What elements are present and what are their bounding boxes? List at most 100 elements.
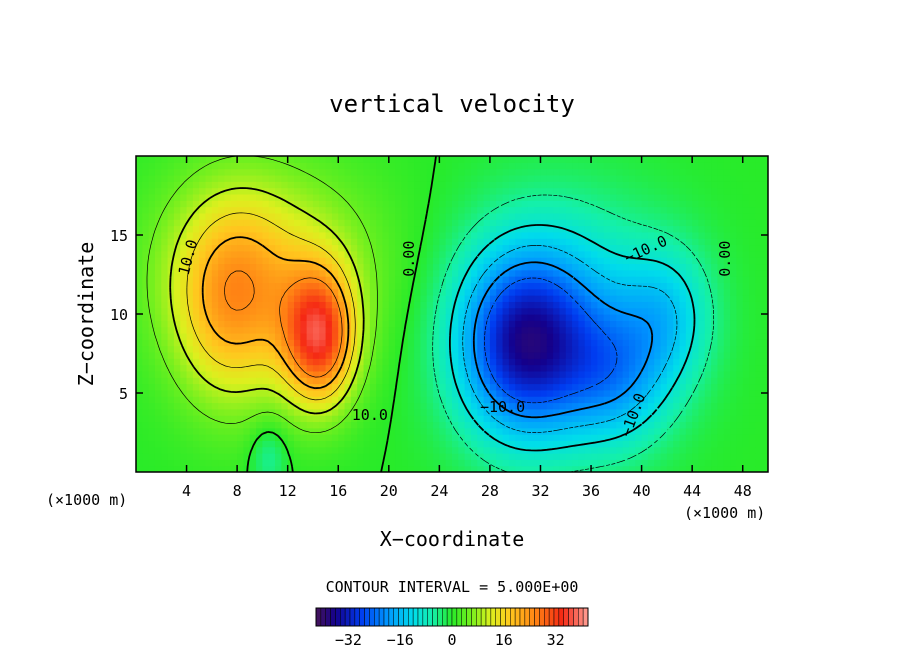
heatmap-cell [136, 212, 143, 220]
heatmap-cell [559, 307, 567, 315]
heatmap-cell [736, 225, 744, 233]
heatmap-cell [344, 225, 352, 233]
heatmap-cell [243, 377, 251, 385]
heatmap-cell [470, 238, 478, 246]
heatmap-cell [704, 162, 712, 170]
heatmap-cell [357, 156, 365, 163]
heatmap-cell [572, 377, 579, 385]
heatmap-cell [761, 301, 768, 309]
heatmap-cell [256, 295, 263, 302]
heatmap-cell [281, 339, 289, 347]
heatmap-cell [742, 453, 750, 460]
heatmap-cell [161, 396, 169, 404]
heatmap-cell [616, 244, 624, 252]
heatmap-cell [559, 389, 567, 397]
heatmap-cell [224, 212, 232, 220]
heatmap-cell [515, 231, 523, 239]
heatmap-cell [192, 440, 200, 448]
heatmap-cell [344, 269, 352, 277]
heatmap-cell [136, 339, 143, 347]
heatmap-cell [477, 307, 485, 315]
heatmap-cell [230, 459, 238, 467]
heatmap-cell [439, 402, 447, 410]
heatmap-cell [761, 244, 768, 252]
heatmap-cell [496, 370, 504, 378]
heatmap-cell [161, 187, 169, 195]
heatmap-cell [603, 434, 611, 441]
heatmap-cell [325, 301, 333, 309]
heatmap-cell [515, 282, 523, 290]
heatmap-cell [433, 358, 440, 366]
heatmap-cell [578, 408, 586, 416]
heatmap-cell [749, 364, 756, 372]
heatmap-cell [136, 225, 143, 233]
heatmap-cell [199, 244, 207, 252]
heatmap-cell [388, 326, 396, 334]
heatmap-cell [527, 244, 535, 252]
heatmap-cell [192, 269, 200, 277]
heatmap-cell [666, 193, 674, 201]
heatmap-cell [319, 446, 327, 454]
heatmap-cell [218, 383, 226, 391]
heatmap-cell [433, 200, 440, 208]
heatmap-cell [357, 453, 365, 460]
heatmap-cell [344, 446, 352, 454]
heatmap-cell [192, 465, 200, 472]
heatmap-cell [565, 402, 573, 410]
heatmap-cell [698, 269, 706, 277]
heatmap-cell [414, 200, 421, 208]
heatmap-cell [420, 459, 428, 467]
heatmap-cell [673, 434, 681, 441]
heatmap-cell [433, 168, 440, 176]
heatmap-cell [553, 219, 561, 227]
heatmap-cell [363, 326, 371, 334]
heatmap-cell [660, 402, 668, 410]
heatmap-cell [489, 250, 497, 258]
heatmap-cell [597, 187, 605, 195]
heatmap-cell [344, 263, 352, 271]
heatmap-cell [382, 415, 390, 423]
heatmap-cell [610, 193, 617, 201]
heatmap-cell [350, 156, 358, 163]
heatmap-cell [559, 238, 567, 246]
heatmap-cell [148, 156, 156, 163]
heatmap-cell [635, 453, 643, 460]
heatmap-cell [559, 377, 567, 385]
heatmap-cell [243, 288, 251, 296]
heatmap-cell [414, 244, 421, 252]
heatmap-cell [136, 459, 143, 467]
heatmap-cell [363, 269, 371, 277]
heatmap-cell [698, 320, 706, 328]
heatmap-cell [237, 219, 245, 227]
heatmap-cell [148, 257, 156, 265]
heatmap-cell [312, 440, 320, 448]
heatmap-cell [395, 389, 403, 397]
heatmap-cell [635, 168, 643, 176]
heatmap-cell [192, 421, 200, 429]
heatmap-cell [224, 257, 232, 265]
heatmap-cell [749, 332, 756, 340]
heatmap-cell [477, 263, 485, 271]
heatmap-cell [186, 459, 194, 467]
heatmap-cell [294, 421, 301, 429]
heatmap-cell [470, 364, 478, 372]
heatmap-cell [559, 358, 567, 366]
heatmap-cell [363, 402, 371, 410]
heatmap-cell [717, 408, 725, 416]
heatmap-cell [679, 231, 687, 239]
heatmap-cell [420, 326, 428, 334]
heatmap-cell [578, 415, 586, 423]
heatmap-cell [458, 358, 466, 366]
heatmap-cell [483, 307, 491, 315]
heatmap-cell [489, 244, 497, 252]
heatmap-cell [312, 370, 320, 378]
heatmap-cell [578, 225, 586, 233]
heatmap-cell [325, 427, 333, 435]
heatmap-cell [154, 219, 162, 227]
heatmap-cell [268, 377, 276, 385]
heatmap-cell [508, 446, 516, 454]
heatmap-cell [742, 257, 750, 265]
heatmap-cell [553, 402, 561, 410]
heatmap-cell [679, 257, 687, 265]
heatmap-cell [496, 187, 504, 195]
